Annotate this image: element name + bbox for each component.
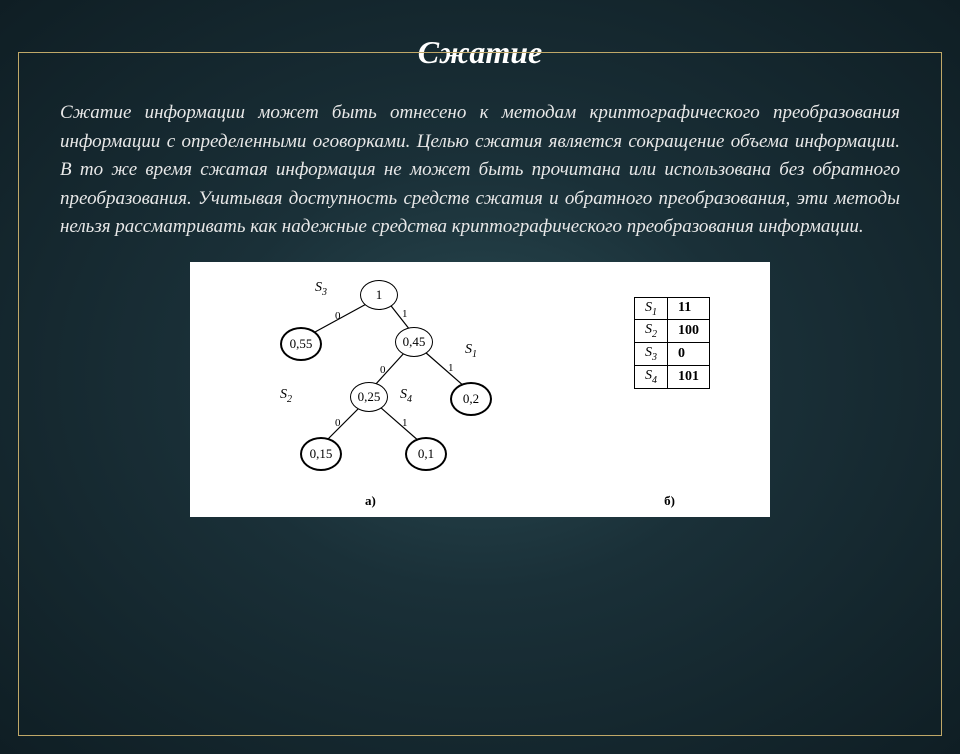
table-row: S2100 [635,320,710,343]
table-row: S111 [635,297,710,320]
tree-node: 0,1 [405,437,447,471]
node-ext-label: S4 [400,387,412,405]
table-row: S30 [635,343,710,366]
table-row: S4101 [635,365,710,388]
node-ext-label: S2 [280,387,292,405]
edge-label: 0 [380,364,386,376]
diagram-figure: 01010110,55S30,45S10,25S40,20,15S20,1 S1… [190,262,770,517]
node-ext-label: S3 [315,280,327,298]
tree-node: 0,55 [280,327,322,361]
edge-label: 1 [402,417,408,429]
tree-node: 0,2 [450,382,492,416]
code-table: S111S2100S30S4101 [634,297,710,389]
edge-label: 1 [448,362,454,374]
edge-label: 0 [335,310,341,322]
tree-node: 0,15 [300,437,342,471]
caption-a: а) [365,493,376,509]
huffman-tree: 01010110,55S30,45S10,25S40,20,15S20,1 [220,272,540,492]
tree-node: 1 [360,280,398,310]
node-ext-label: S1 [465,342,477,360]
caption-b: б) [664,493,675,509]
tree-node: 0,25 [350,382,388,412]
edge-label: 0 [335,417,341,429]
edge-label: 1 [402,308,408,320]
tree-node: 0,45 [395,327,433,357]
